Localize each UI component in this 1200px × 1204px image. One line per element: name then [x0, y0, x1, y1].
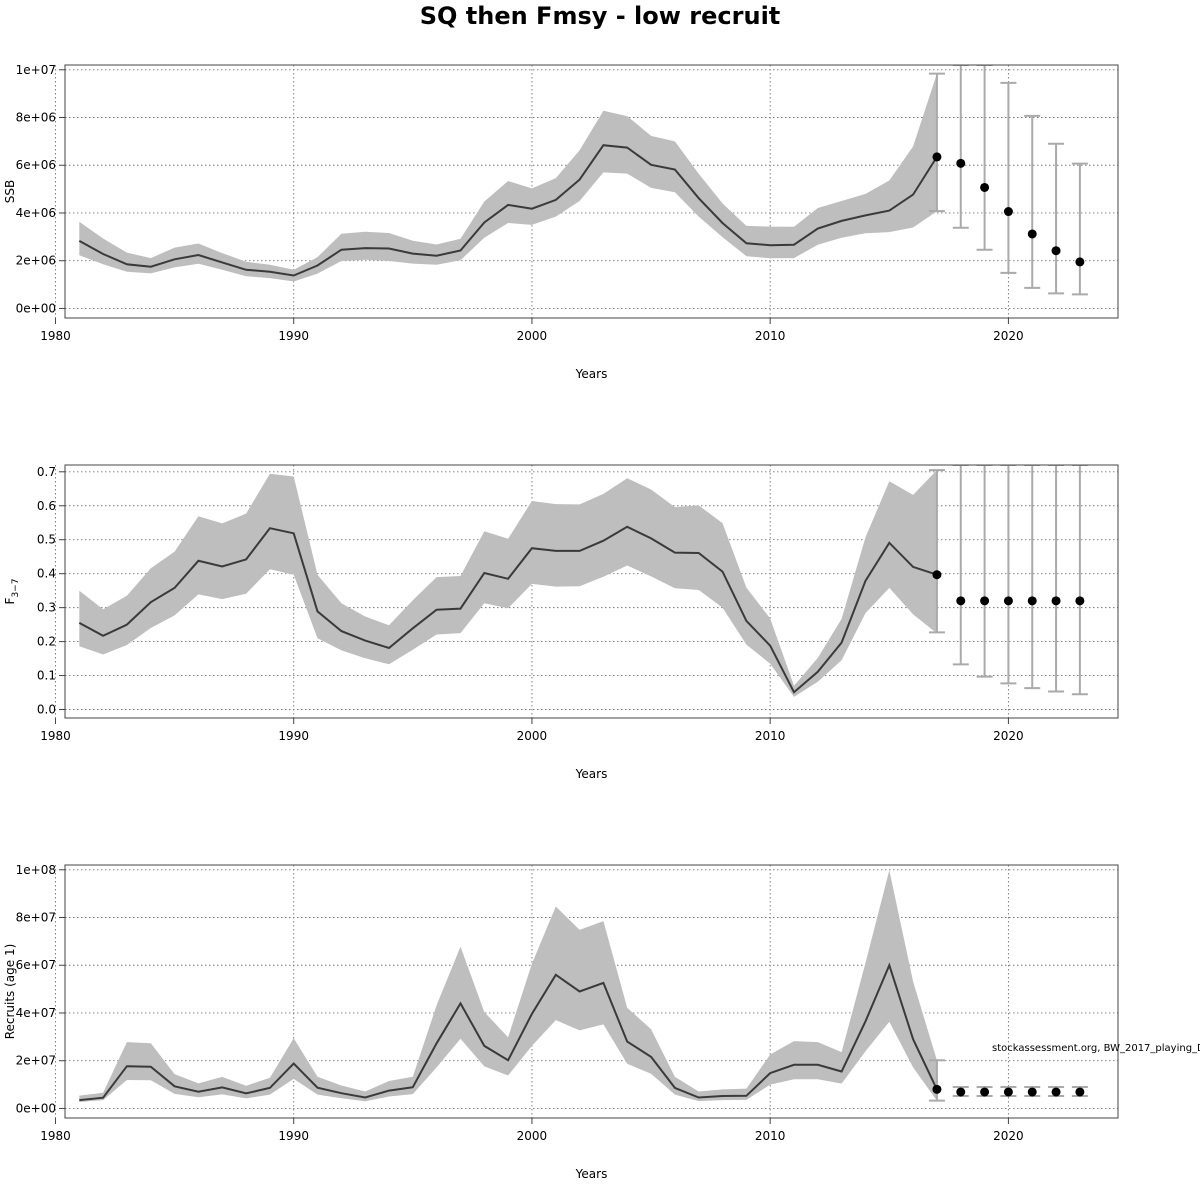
x-tick-label: 2000: [517, 729, 548, 743]
x-tick-label: 1990: [278, 329, 309, 343]
x-tick-label: 2010: [755, 729, 786, 743]
forecast-point: [932, 570, 942, 580]
plot-area: [78, 65, 1088, 296]
forecast-point: [1027, 229, 1037, 239]
forecast-point: [1027, 1087, 1037, 1097]
x-tick-label: 2010: [755, 329, 786, 343]
forecast-point: [980, 182, 990, 192]
x-tick-label: 2000: [517, 329, 548, 343]
forecast-point: [1075, 1087, 1085, 1097]
forecast-point: [956, 1087, 966, 1097]
y-tick-label: 0.6: [37, 499, 56, 513]
forecast-point: [932, 1084, 942, 1094]
confidence-band: [79, 73, 937, 282]
y-tick-label: 0.5: [37, 533, 56, 547]
forecast-point: [932, 152, 942, 162]
forecast-point: [980, 1087, 990, 1097]
y-tick-label: 0e+00: [16, 1101, 56, 1115]
plot-area: [79, 870, 1088, 1102]
credit-text: stockassessment.org, BW_2017_playing_D: [992, 1043, 1200, 1054]
y-tick-label: 8e+06: [16, 111, 56, 125]
x-tick-label: 2020: [993, 329, 1024, 343]
y-tick-label: 0.0: [37, 703, 56, 717]
y-tick-label: 2e+07: [16, 1054, 56, 1068]
forecast-point: [1051, 1087, 1061, 1097]
estimate-line: [79, 962, 938, 1102]
plot-frame: [64, 464, 1119, 719]
forecast-point: [956, 596, 966, 606]
confidence-band: [79, 470, 937, 697]
panel-recruits: 1980 1990 2000 2010 2020 Years 0e+00 2e+07 4e+07…: [3, 863, 1119, 1181]
y-axis: 0e+00 2e+06 4e+06 6e+06 8e+06 1e+07: [16, 63, 65, 315]
plot-area: [78, 465, 1088, 697]
grid: [55, 465, 1118, 718]
x-tick-label: 1990: [278, 1129, 309, 1143]
x-tick-label: 2010: [755, 1129, 786, 1143]
x-tick-label: 2000: [517, 1129, 548, 1143]
estimate-line: [78, 525, 938, 694]
y-tick-label: 4e+07: [16, 1006, 56, 1020]
y-tick-label: 6e+06: [16, 158, 56, 172]
y-tick-label: 0.3: [37, 601, 56, 615]
y-tick-label: 0e+00: [16, 301, 56, 315]
x-axis: 1980 1990 2000 2010 2020: [40, 1118, 1024, 1143]
plot-frame: [64, 864, 1119, 1119]
y-tick-label: 0.2: [37, 635, 56, 649]
chart-title: SQ then Fmsy - low recruit: [420, 2, 781, 30]
y-tick-label: 0.7: [37, 465, 56, 479]
y-tick-label: 0.4: [37, 567, 56, 581]
grid: [55, 65, 1118, 318]
x-tick-label: 1990: [278, 729, 309, 743]
x-axis: 1980 1990 2000 2010 2020: [40, 718, 1024, 743]
x-tick-label: 1980: [40, 729, 71, 743]
forecast-point: [1003, 596, 1013, 606]
y-tick-label: 1e+08: [16, 863, 56, 877]
y-axis: 0e+00 2e+07 4e+07 6e+07 8e+07 1e+08: [16, 863, 65, 1115]
y-axis-title: Recruits (age 1): [3, 944, 17, 1040]
plot-frame: [64, 64, 1119, 319]
forecast-point: [1003, 207, 1013, 217]
x-axis-title: Years: [575, 1167, 608, 1181]
y-axis: 0.0 0.1 0.2 0.3 0.4 0.5 0.6 0.7: [37, 465, 65, 717]
x-tick-label: 2020: [993, 729, 1024, 743]
y-tick-label: 1e+07: [16, 63, 56, 77]
forecast-point: [1075, 596, 1085, 606]
x-axis-title: Years: [575, 767, 608, 781]
y-tick-label: 0.1: [37, 669, 56, 683]
y-axis-title: F3−7: [3, 579, 21, 605]
confidence-band: [79, 870, 937, 1102]
y-tick-label: 8e+07: [16, 911, 56, 925]
x-axis: 1980 1990 2000 2010 2020: [40, 318, 1024, 343]
y-tick-label: 6e+07: [16, 958, 56, 972]
panel-f: 1980 1990 2000 2010 2020 Years 0.0 0.1 0.2 0.3 0.4…: [3, 464, 1119, 781]
forecast-point: [980, 596, 990, 606]
y-tick-label: 4e+06: [16, 206, 56, 220]
forecast-point: [1003, 1087, 1013, 1097]
x-tick-label: 1980: [40, 1129, 71, 1143]
y-tick-label: 2e+06: [16, 254, 56, 268]
y-axis-title: SSB: [3, 180, 17, 203]
forecast-point: [1051, 246, 1061, 256]
forecast-point: [1027, 596, 1037, 606]
estimate-line: [78, 144, 938, 277]
forecast-point: [956, 158, 966, 168]
x-tick-label: 2020: [993, 1129, 1024, 1143]
forecast-point: [1075, 257, 1085, 267]
panel-ssb: 1980 1990 2000 2010 2020 Years 0e+00 2e+06 4e+06…: [3, 63, 1119, 381]
forecast-point: [1051, 596, 1061, 606]
x-axis-title: Years: [575, 367, 608, 381]
x-tick-label: 1980: [40, 329, 71, 343]
